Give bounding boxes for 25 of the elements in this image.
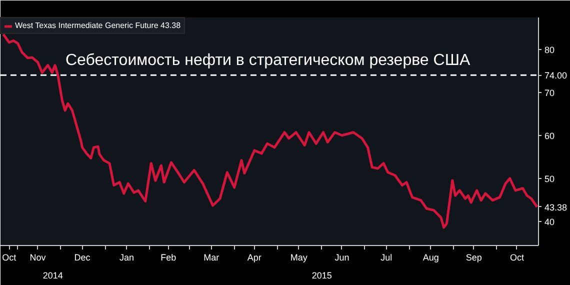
x-tick-label: Nov	[30, 252, 46, 262]
x-tick-label: Jul	[380, 252, 392, 262]
x-tick-label: Sep	[466, 252, 482, 262]
y-tick-label: 40	[544, 216, 555, 227]
x-tick-label: Jun	[334, 252, 350, 262]
x-tick-label: Mar	[204, 252, 220, 262]
x-tick-label: Feb	[160, 252, 176, 262]
text: 2015	[312, 270, 332, 280]
x-tick-label: May	[290, 252, 308, 262]
ref-line-label: Себестоимость нефти в стратегическом резерве США	[66, 52, 470, 70]
x-tick-label: Apr	[247, 252, 262, 262]
y-tick-label: 50	[544, 174, 555, 184]
y-tick-label: 80	[544, 44, 555, 55]
x-tick-label: Dec	[74, 252, 91, 262]
x-tick-label: Jan	[119, 252, 134, 262]
y-tick-label: 74.00	[544, 70, 568, 81]
x-tick-label: Oct	[2, 252, 17, 262]
text: 2014	[42, 270, 63, 280]
x-tick-label: Aug	[422, 252, 439, 262]
x-tick-label: Oct	[510, 252, 524, 262]
y-tick-label: 70	[544, 88, 555, 98]
y-tick-label: 60	[544, 130, 555, 141]
data-label: 43.38	[544, 202, 568, 212]
legend-label: West Texas Intermediate Generic Future 43.38	[15, 21, 181, 30]
line-series	[2, 33, 538, 229]
